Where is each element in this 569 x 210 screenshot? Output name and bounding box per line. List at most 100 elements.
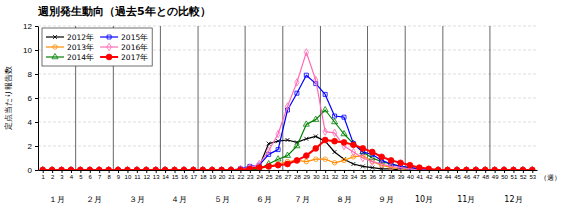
y-tick-mark bbox=[35, 122, 38, 123]
x-tick-mark bbox=[127, 170, 128, 173]
series bbox=[40, 137, 535, 170]
grid-line bbox=[38, 26, 537, 27]
series-marker bbox=[294, 142, 300, 147]
x-tick-mark bbox=[372, 170, 373, 173]
series-marker bbox=[209, 167, 215, 170]
series-marker bbox=[163, 168, 168, 170]
x-tick-mark bbox=[353, 170, 354, 173]
legend-item: 2012年 bbox=[46, 33, 94, 42]
series-marker bbox=[41, 168, 45, 170]
x-tick-mark bbox=[259, 170, 260, 173]
series-marker bbox=[210, 168, 215, 170]
series-marker bbox=[530, 168, 534, 170]
x-tick-label: 13 bbox=[153, 174, 160, 180]
series-marker bbox=[201, 168, 206, 170]
series-marker bbox=[116, 166, 120, 170]
month-label: 11月 bbox=[457, 195, 475, 204]
series-marker bbox=[116, 168, 120, 170]
x-tick: 11 bbox=[134, 170, 141, 180]
series-marker bbox=[276, 148, 280, 152]
x-tick-mark bbox=[476, 170, 477, 173]
series-marker bbox=[69, 166, 73, 170]
x-tick-label: 45 bbox=[454, 174, 461, 180]
series-marker bbox=[163, 168, 167, 170]
x-tick: 36 bbox=[369, 170, 376, 180]
series-marker bbox=[416, 165, 422, 170]
series-marker bbox=[455, 168, 460, 170]
x-tick-mark bbox=[137, 170, 138, 173]
legend-marker bbox=[52, 53, 58, 58]
month-boundary bbox=[245, 26, 246, 170]
x-tick-mark bbox=[344, 170, 345, 173]
x-tick-mark bbox=[62, 170, 63, 173]
x-tick: 13 bbox=[153, 170, 160, 180]
series-marker bbox=[78, 168, 83, 170]
series-marker bbox=[521, 168, 526, 170]
x-tick-label: 8 bbox=[107, 174, 111, 180]
series-marker bbox=[154, 168, 158, 170]
series-marker bbox=[360, 146, 366, 152]
series-marker bbox=[229, 168, 234, 170]
month-boundary bbox=[489, 26, 490, 170]
series-marker bbox=[256, 165, 262, 170]
x-tick: 46 bbox=[464, 170, 471, 180]
x-tick: 8 bbox=[107, 170, 111, 180]
series-marker bbox=[78, 168, 82, 170]
series-marker bbox=[482, 167, 488, 170]
series-marker bbox=[313, 146, 319, 152]
series-marker bbox=[511, 167, 517, 170]
series-marker bbox=[182, 168, 187, 170]
series-marker bbox=[464, 168, 468, 170]
x-tick-mark bbox=[448, 170, 449, 173]
series-marker bbox=[181, 167, 187, 170]
x-tick-mark bbox=[288, 170, 289, 173]
y-tick: 12 bbox=[23, 22, 38, 31]
series-marker bbox=[295, 158, 300, 163]
series-marker bbox=[125, 166, 129, 170]
y-tick: 2 bbox=[28, 142, 38, 151]
series-marker bbox=[380, 160, 384, 167]
series-marker bbox=[41, 166, 45, 170]
series-marker bbox=[144, 168, 148, 170]
series-marker bbox=[135, 166, 139, 170]
legend-marker bbox=[107, 43, 111, 50]
grid-line bbox=[38, 74, 537, 75]
x-tick: 18 bbox=[200, 170, 207, 180]
series-marker bbox=[143, 167, 149, 170]
x-tick: 20 bbox=[219, 170, 226, 180]
series-marker bbox=[446, 168, 450, 170]
series-line bbox=[43, 140, 533, 170]
y-tick-mark bbox=[35, 98, 38, 99]
series-marker bbox=[332, 118, 338, 123]
series-marker bbox=[107, 168, 111, 170]
x-tick-label: 41 bbox=[416, 174, 423, 180]
series-marker bbox=[116, 168, 120, 170]
series-marker bbox=[68, 167, 74, 170]
x-tick-label: 32 bbox=[332, 174, 339, 180]
x-tick-mark bbox=[429, 170, 430, 173]
plot-area bbox=[40, 26, 536, 170]
series-marker bbox=[191, 168, 195, 170]
y-tick-mark bbox=[35, 74, 38, 75]
legend-marker bbox=[53, 35, 57, 39]
series-marker bbox=[96, 167, 102, 170]
series-marker bbox=[210, 166, 214, 170]
series-marker bbox=[303, 153, 309, 159]
month-label: ４月 bbox=[171, 195, 187, 204]
series-marker bbox=[219, 168, 224, 170]
series-marker bbox=[501, 167, 507, 170]
series-marker bbox=[59, 167, 65, 170]
y-tick-label: 8 bbox=[28, 70, 33, 79]
x-tick: 12 bbox=[143, 170, 150, 180]
series-marker bbox=[398, 160, 404, 166]
x-tick-label: 4 bbox=[70, 174, 74, 180]
series-marker bbox=[351, 148, 355, 155]
series-marker bbox=[529, 167, 535, 170]
legend-swatch bbox=[46, 46, 64, 47]
series-marker bbox=[483, 168, 488, 170]
x-tick-label: 26 bbox=[275, 174, 282, 180]
x-tick-mark bbox=[222, 170, 223, 173]
x-tick: 33 bbox=[341, 170, 348, 180]
x-tick-label: 23 bbox=[247, 174, 254, 180]
x-tick-mark bbox=[240, 170, 241, 173]
